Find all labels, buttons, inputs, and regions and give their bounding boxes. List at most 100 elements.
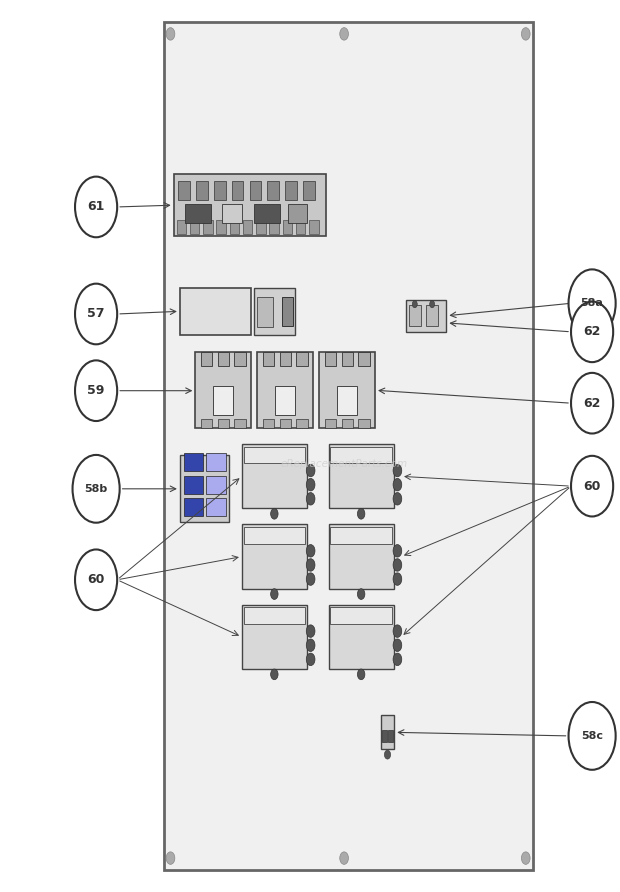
- Bar: [234, 418, 246, 428]
- Circle shape: [73, 455, 120, 523]
- Circle shape: [412, 301, 417, 308]
- Bar: [244, 527, 305, 544]
- Bar: [184, 476, 203, 494]
- Text: 59: 59: [87, 384, 105, 397]
- Bar: [184, 453, 203, 471]
- Bar: [342, 418, 353, 428]
- Bar: [195, 352, 251, 428]
- Bar: [329, 444, 394, 508]
- Circle shape: [571, 301, 613, 362]
- Circle shape: [393, 573, 402, 585]
- Circle shape: [270, 669, 278, 680]
- Bar: [178, 181, 190, 200]
- Bar: [267, 181, 279, 200]
- Bar: [325, 418, 336, 428]
- Circle shape: [306, 625, 315, 638]
- Bar: [283, 220, 292, 234]
- Bar: [388, 730, 393, 742]
- Bar: [309, 220, 319, 234]
- Text: 62: 62: [583, 326, 601, 338]
- Text: 60: 60: [87, 574, 105, 586]
- Bar: [229, 220, 239, 234]
- Circle shape: [571, 456, 613, 516]
- Bar: [177, 220, 186, 234]
- Bar: [296, 352, 308, 366]
- Bar: [213, 385, 233, 415]
- Text: eReplacementParts.com: eReplacementParts.com: [280, 458, 408, 469]
- Bar: [180, 455, 229, 522]
- Bar: [409, 305, 421, 326]
- Bar: [257, 352, 313, 428]
- Circle shape: [306, 545, 315, 558]
- Circle shape: [306, 492, 315, 505]
- Bar: [243, 220, 252, 234]
- Circle shape: [166, 28, 175, 40]
- Circle shape: [521, 852, 530, 864]
- Bar: [249, 181, 262, 200]
- Bar: [280, 418, 291, 428]
- Bar: [242, 605, 307, 669]
- Circle shape: [571, 373, 613, 434]
- Bar: [222, 204, 242, 223]
- Circle shape: [393, 465, 402, 477]
- Bar: [218, 418, 229, 428]
- Bar: [382, 730, 387, 742]
- Bar: [330, 607, 392, 624]
- Bar: [256, 220, 266, 234]
- Circle shape: [393, 639, 402, 651]
- Text: 58b: 58b: [84, 483, 108, 494]
- Bar: [242, 444, 307, 508]
- Bar: [263, 352, 274, 366]
- Bar: [288, 204, 307, 223]
- Circle shape: [393, 625, 402, 638]
- Bar: [216, 220, 226, 234]
- Bar: [330, 447, 392, 464]
- Bar: [280, 352, 291, 366]
- Text: 58c: 58c: [581, 731, 603, 741]
- Circle shape: [393, 478, 402, 491]
- Circle shape: [270, 508, 278, 519]
- Circle shape: [393, 558, 402, 571]
- Circle shape: [357, 508, 365, 519]
- Text: 60: 60: [583, 480, 601, 492]
- Bar: [242, 524, 307, 589]
- Bar: [244, 607, 305, 624]
- Circle shape: [270, 589, 278, 599]
- Bar: [270, 220, 279, 234]
- Bar: [358, 418, 370, 428]
- Bar: [329, 524, 394, 589]
- Circle shape: [306, 653, 315, 665]
- Bar: [203, 220, 213, 234]
- Bar: [201, 418, 212, 428]
- Circle shape: [306, 639, 315, 651]
- Circle shape: [393, 492, 402, 505]
- Bar: [381, 715, 394, 749]
- Circle shape: [393, 545, 402, 558]
- Bar: [257, 297, 273, 327]
- Bar: [282, 297, 293, 326]
- Text: 61: 61: [87, 201, 105, 213]
- Bar: [330, 527, 392, 544]
- Bar: [232, 181, 244, 200]
- Bar: [254, 288, 294, 334]
- Bar: [201, 352, 212, 366]
- Circle shape: [340, 28, 348, 40]
- Circle shape: [357, 669, 365, 680]
- Bar: [185, 204, 211, 223]
- Bar: [342, 352, 353, 366]
- Bar: [285, 181, 297, 200]
- Bar: [184, 499, 203, 516]
- Bar: [426, 305, 438, 326]
- Bar: [406, 300, 446, 332]
- Bar: [296, 418, 308, 428]
- Circle shape: [75, 549, 117, 610]
- Bar: [174, 174, 326, 236]
- Text: 57: 57: [87, 308, 105, 320]
- Bar: [325, 352, 336, 366]
- Bar: [296, 220, 306, 234]
- Circle shape: [306, 558, 315, 571]
- Text: 62: 62: [583, 397, 601, 409]
- Bar: [358, 352, 370, 366]
- Bar: [254, 204, 280, 223]
- Circle shape: [306, 465, 315, 477]
